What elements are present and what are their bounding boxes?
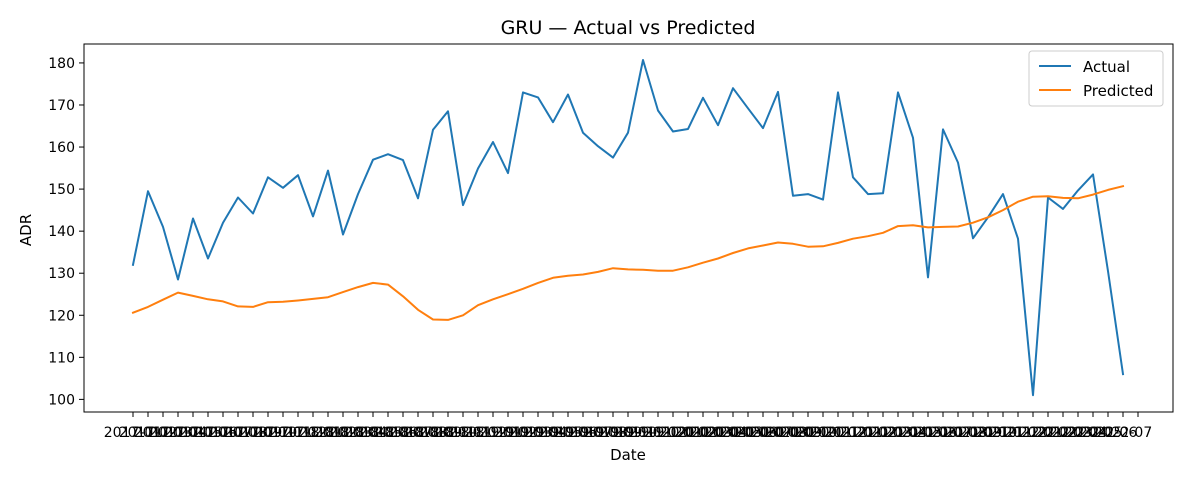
y-tick-label: 120 bbox=[48, 308, 75, 324]
x-tick-label: 2019-10 bbox=[599, 425, 658, 441]
x-tick-label: 2017-02 bbox=[119, 425, 178, 441]
x-tick-label: 2020-02 bbox=[659, 425, 718, 441]
x-tick-label: 2021-04 bbox=[869, 425, 928, 441]
x-tick-label: 2022-03 bbox=[1034, 425, 1093, 441]
series-line-predicted bbox=[131, 184, 1125, 321]
legend: Actual Predicted bbox=[1028, 50, 1164, 107]
x-tick-label: 2022-02 bbox=[1019, 425, 1078, 441]
y-tick-label: 160 bbox=[48, 140, 75, 156]
x-tick-label: 2018-04 bbox=[329, 425, 388, 441]
y-tick-label: 140 bbox=[48, 224, 75, 240]
x-tick-label: 2018-05 bbox=[344, 425, 403, 441]
x-tick-label: 2020-04 bbox=[689, 425, 748, 441]
x-tick-label: 2019-06 bbox=[539, 425, 598, 441]
x-tick-label: 2021-08 bbox=[929, 425, 988, 441]
x-tick-label: 2019-12 bbox=[629, 425, 688, 441]
x-tick-label: 2017-04 bbox=[149, 425, 208, 441]
x-tick-label: 2019-05 bbox=[524, 425, 583, 441]
x-tick-label: 2019-01 bbox=[464, 425, 523, 441]
x-tick-label: 2017-01 bbox=[104, 425, 163, 441]
x-tick-label: 2017-11 bbox=[254, 425, 313, 441]
x-tick-label: 2021-03 bbox=[854, 425, 913, 441]
x-tick-label: 2020-03 bbox=[674, 425, 733, 441]
x-tick-label: 2017-10 bbox=[239, 425, 298, 441]
x-tick-label: 2020-11 bbox=[794, 425, 853, 441]
x-tick-label: 2017-06 bbox=[179, 425, 238, 441]
x-tick-label: 2020-12 bbox=[809, 425, 868, 441]
x-tick-label: 2018-11 bbox=[434, 425, 493, 441]
x-tick-label: 2018-06 bbox=[359, 425, 418, 441]
x-tick-label: 2019-08 bbox=[569, 425, 628, 441]
x-tick-label: 2022-06 bbox=[1079, 425, 1138, 441]
x-tick-label: 2021-02 bbox=[839, 425, 898, 441]
x-tick-label: 2020-05 bbox=[704, 425, 763, 441]
x-tick-label: 2020-09 bbox=[764, 425, 823, 441]
x-tick-label: 2022-07 bbox=[1094, 425, 1153, 441]
x-tick-label: 2021-11 bbox=[974, 425, 1033, 441]
x-tick-label: 2020-08 bbox=[749, 425, 808, 441]
x-tick-label: 2022-01 bbox=[1004, 425, 1063, 441]
x-tick-label: 2021-12 bbox=[989, 425, 1048, 441]
x-tick-label: 2018-08 bbox=[389, 425, 448, 441]
y-tick-label: 130 bbox=[48, 266, 75, 282]
x-tick-label: 2018-02 bbox=[299, 425, 358, 441]
plot-frame bbox=[83, 43, 1174, 413]
y-tick-label: 100 bbox=[48, 392, 75, 408]
x-tick-label: 2017-07 bbox=[194, 425, 253, 441]
x-tick-label: 2018-10 bbox=[419, 425, 478, 441]
x-tick-label: 2021-06 bbox=[899, 425, 958, 441]
x-tick-label: 2021-09 bbox=[944, 425, 1003, 441]
x-tick-label: 2020-06 bbox=[719, 425, 778, 441]
x-tick-label: 2020-10 bbox=[779, 425, 838, 441]
series-line-actual bbox=[131, 59, 1125, 397]
x-tick-label: 2020-07 bbox=[734, 425, 793, 441]
x-axis-label: Date bbox=[610, 446, 646, 464]
x-tick-label: 2017-08 bbox=[209, 425, 268, 441]
x-tick-label: 2018-07 bbox=[374, 425, 433, 441]
x-tick-label: 2022-05 bbox=[1064, 425, 1123, 441]
x-tick-label: 2017-12 bbox=[269, 425, 328, 441]
x-tick-label: 2019-07 bbox=[554, 425, 613, 441]
plot-area: 1001101201301401501601701802017-012017-0… bbox=[48, 56, 1152, 441]
x-tick-label: 2021-10 bbox=[959, 425, 1018, 441]
x-tick-label: 2019-02 bbox=[479, 425, 538, 441]
x-tick-label: 2018-12 bbox=[449, 425, 508, 441]
x-tick-label: 2021-05 bbox=[884, 425, 943, 441]
x-tick-label: 2019-03 bbox=[494, 425, 553, 441]
y-axis-label: ADR bbox=[17, 214, 35, 246]
y-tick-label: 150 bbox=[48, 182, 75, 198]
x-tick-label: 2017-05 bbox=[164, 425, 223, 441]
y-tick-label: 180 bbox=[48, 56, 75, 72]
x-tick-label: 2019-11 bbox=[614, 425, 673, 441]
chart-title: GRU — Actual vs Predicted bbox=[501, 17, 756, 39]
x-tick-label: 2018-03 bbox=[314, 425, 373, 441]
x-tick-label: 2017-03 bbox=[134, 425, 193, 441]
x-tick-label: 2021-07 bbox=[914, 425, 973, 441]
legend-label-predicted: Predicted bbox=[1083, 82, 1153, 100]
y-tick-label: 170 bbox=[48, 98, 75, 114]
x-tick-label: 2017-09 bbox=[224, 425, 283, 441]
x-tick-label: 2021-01 bbox=[824, 425, 883, 441]
legend-box bbox=[1028, 50, 1164, 107]
x-tick-label: 2018-09 bbox=[404, 425, 463, 441]
x-tick-label: 2022-04 bbox=[1049, 425, 1108, 441]
x-tick-label: 2019-04 bbox=[509, 425, 568, 441]
legend-label-actual: Actual bbox=[1083, 58, 1130, 76]
y-tick-label: 110 bbox=[48, 350, 75, 366]
x-tick-label: 2019-09 bbox=[584, 425, 643, 441]
x-tick-label: 2020-01 bbox=[644, 425, 703, 441]
x-tick-label: 2018-01 bbox=[284, 425, 343, 441]
